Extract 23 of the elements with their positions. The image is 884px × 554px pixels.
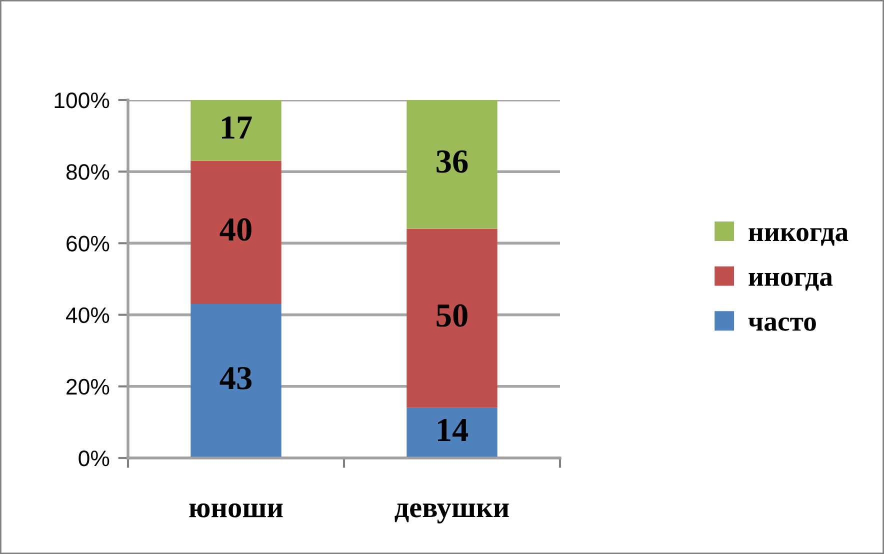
bar <box>190 100 282 161</box>
y-tick-label: 80% <box>66 164 110 180</box>
data-label: 14 <box>438 418 468 441</box>
y-tick-label: 20% <box>66 378 110 395</box>
y-tick-label: 40% <box>66 307 110 324</box>
bar <box>406 100 498 229</box>
data-label: 40 <box>220 218 252 241</box>
data-label: 36 <box>436 150 468 173</box>
x-tick-label: юноши <box>189 503 283 518</box>
y-tick-label: 100% <box>54 92 110 108</box>
legend-label: никогда <box>748 228 848 246</box>
bar <box>190 304 282 458</box>
legend-label: часто <box>748 317 816 331</box>
y-tick-label: 60% <box>66 236 110 252</box>
legend-label: иногда <box>748 272 833 291</box>
x-tick-label: девушки <box>394 503 509 524</box>
y-tick-label: 0% <box>78 450 110 466</box>
data-label: 43 <box>220 366 252 390</box>
bar <box>406 408 498 458</box>
bar <box>190 160 282 304</box>
data-label: 17 <box>222 116 252 138</box>
data-label: 50 <box>436 304 468 327</box>
bar <box>406 228 498 408</box>
